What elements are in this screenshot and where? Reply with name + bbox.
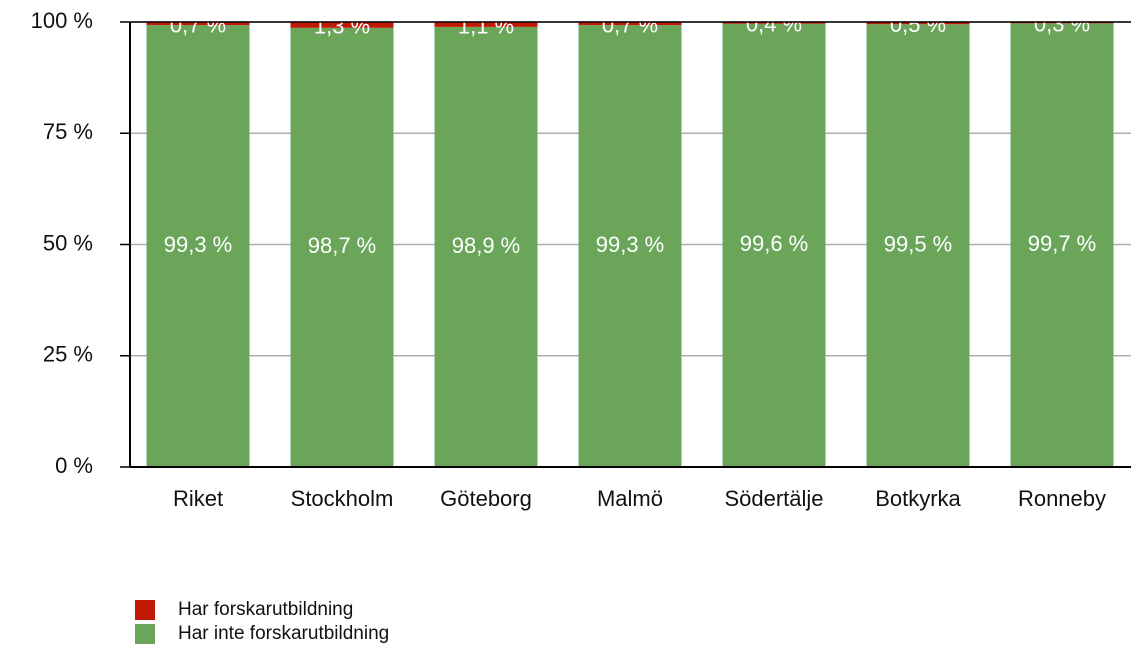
value-label: 99,7 % — [1028, 231, 1097, 256]
legend-label: Har inte forskarutbildning — [178, 623, 389, 644]
value-label: 0,7 % — [170, 12, 226, 37]
x-tick-label: Stockholm — [291, 486, 394, 511]
bar-segment — [434, 22, 538, 27]
bar-segment — [434, 26, 538, 468]
value-label: 99,3 % — [164, 232, 233, 257]
legend-swatch — [135, 624, 155, 644]
value-label: 0,4 % — [746, 12, 802, 37]
bar-segment — [146, 22, 250, 26]
bar-segment — [578, 25, 682, 468]
y-tick-label: 50 % — [43, 230, 93, 255]
x-tick-label: Riket — [173, 486, 223, 511]
bar-segment — [290, 27, 394, 467]
bar-segment — [146, 25, 250, 468]
legend-label: Har forskarutbildning — [178, 599, 353, 620]
x-tick-label: Botkyrka — [875, 486, 961, 511]
value-label: 99,6 % — [740, 231, 809, 256]
value-label: 0,7 % — [602, 12, 658, 37]
y-tick-label: 25 % — [43, 342, 93, 367]
x-tick-label: Södertälje — [724, 486, 823, 511]
x-tick-label: Malmö — [597, 486, 663, 511]
legend-swatch — [135, 600, 155, 620]
bar-segment — [866, 22, 970, 25]
value-label: 1,1 % — [458, 13, 514, 38]
bar-segment — [578, 22, 682, 26]
x-tick-label: Ronneby — [1018, 486, 1106, 511]
x-tick-label: Göteborg — [440, 486, 532, 511]
bar-segment — [1010, 23, 1114, 468]
value-label: 98,7 % — [308, 233, 377, 258]
bar-segment — [866, 24, 970, 467]
y-tick-label: 0 % — [55, 453, 93, 478]
value-label: 99,5 % — [884, 231, 953, 256]
value-label: 0,5 % — [890, 12, 946, 37]
bar-segment — [722, 22, 826, 24]
y-tick-label: 75 % — [43, 119, 93, 144]
value-label: 99,3 % — [596, 232, 665, 257]
bar-segment — [290, 22, 394, 28]
bar-segment — [722, 23, 826, 468]
value-label: 1,3 % — [314, 14, 370, 39]
y-tick-label: 100 % — [31, 8, 93, 33]
value-label: 0,3 % — [1034, 11, 1090, 36]
value-label: 98,9 % — [452, 233, 521, 258]
